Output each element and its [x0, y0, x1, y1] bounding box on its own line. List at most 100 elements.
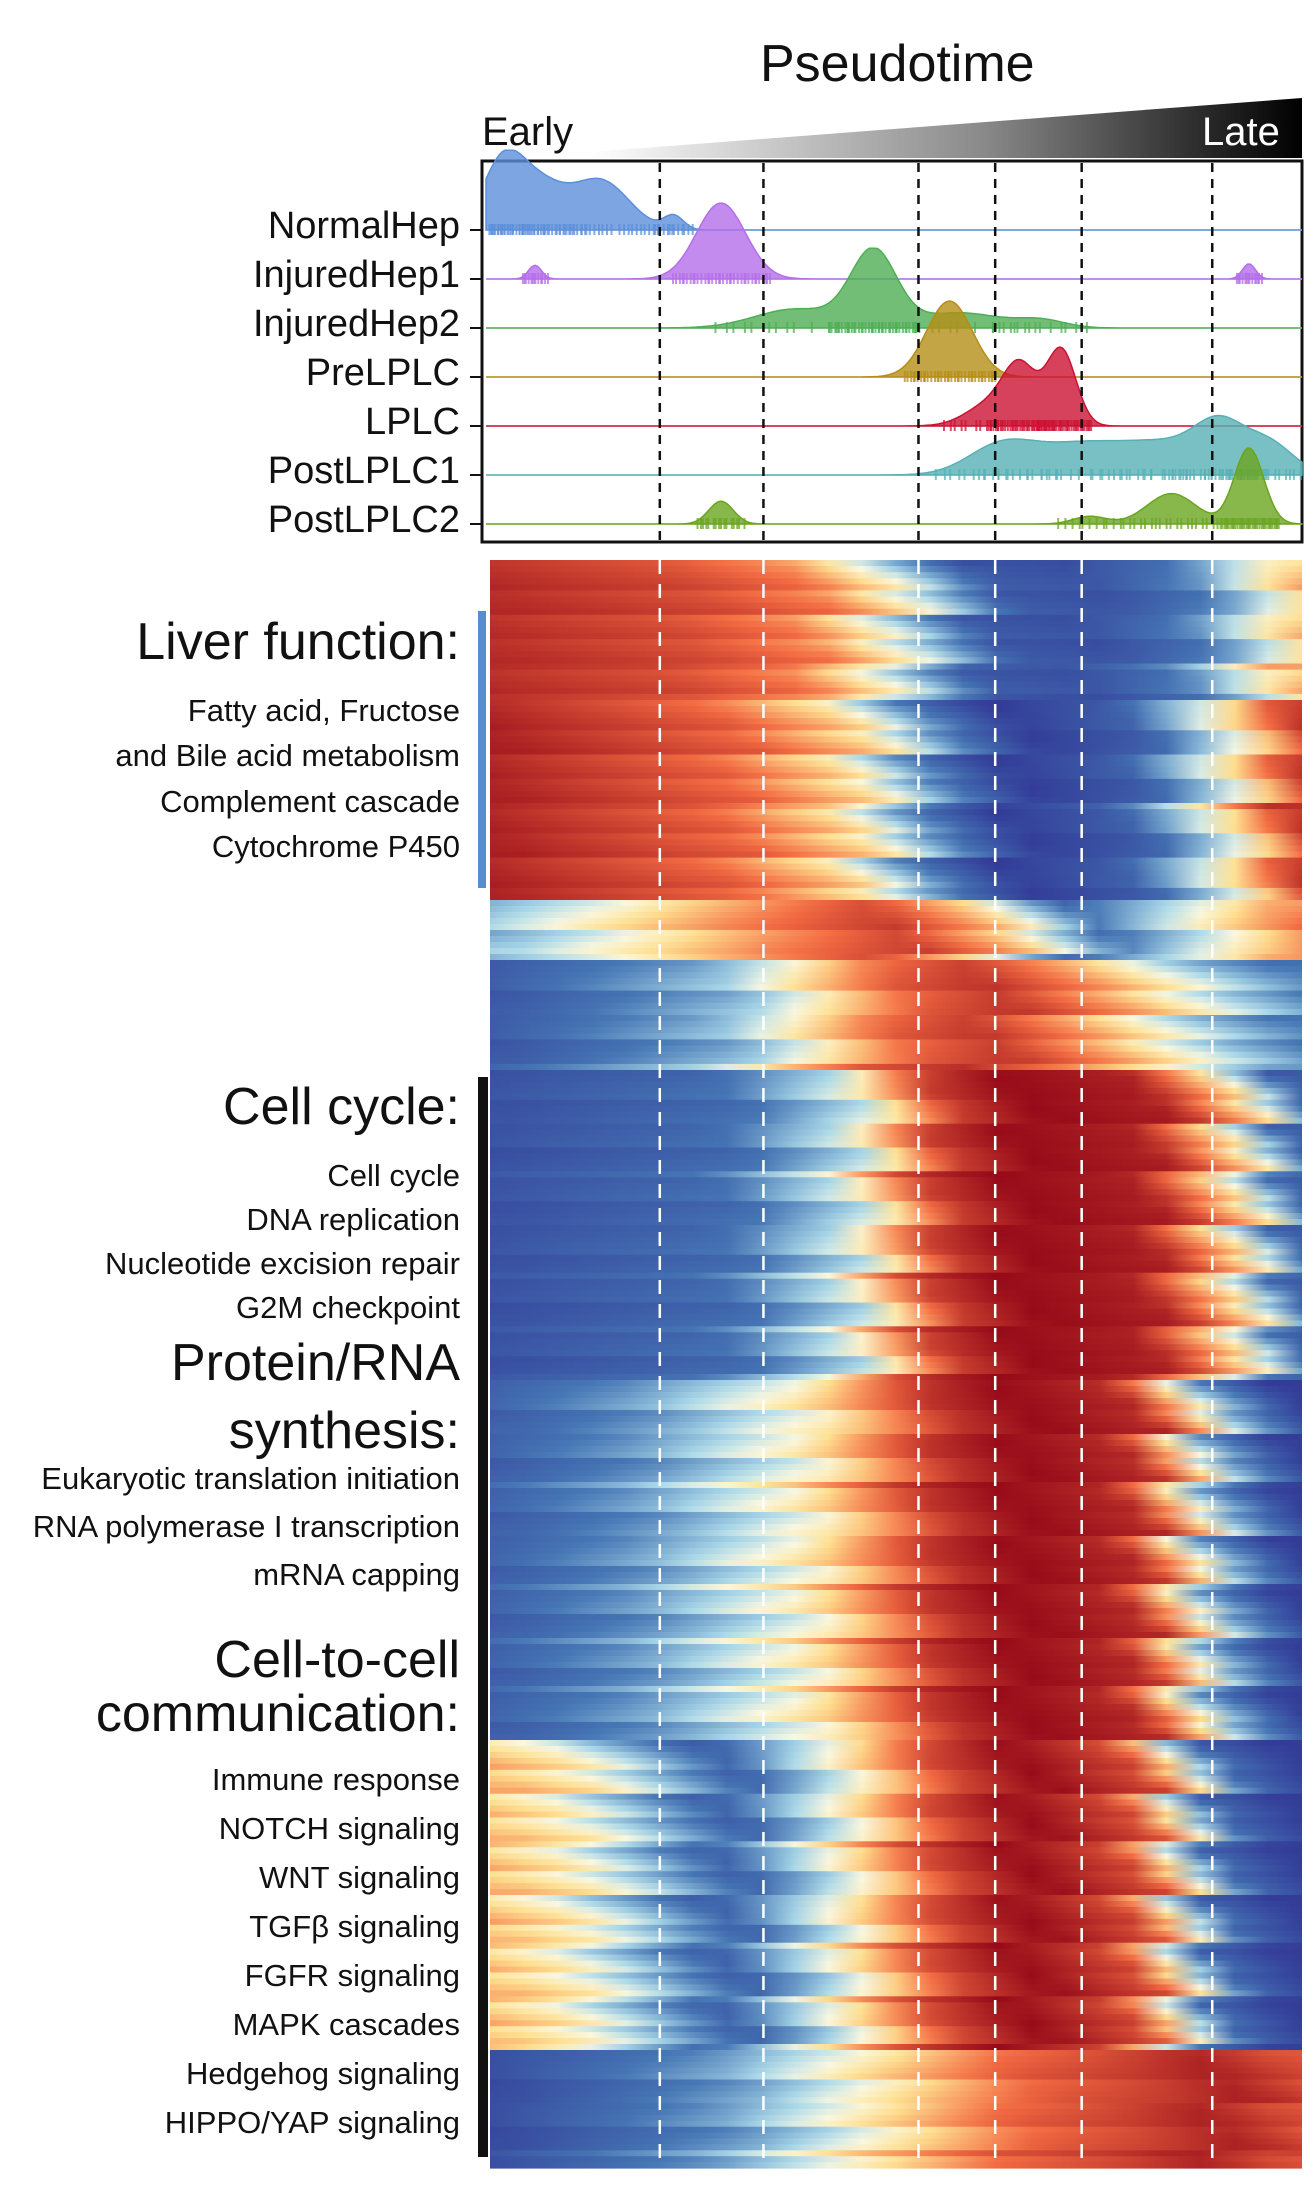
rug-tick — [987, 420, 990, 431]
heatmap-row — [490, 1051, 1302, 1059]
rug-tick — [1051, 420, 1054, 431]
rug-tick — [934, 469, 937, 480]
heatmap-row — [490, 1410, 1302, 1417]
rug-tick — [725, 273, 728, 284]
heatmap-row — [490, 821, 1302, 828]
heatmap-row — [490, 1554, 1302, 1561]
rug-tick — [1227, 469, 1230, 480]
rug-tick — [986, 420, 988, 431]
heatmap-row — [490, 1734, 1302, 1741]
heatmap-row — [490, 614, 1302, 622]
rug-tick — [692, 273, 695, 284]
heatmap-row — [490, 1482, 1302, 1489]
heatmap-row — [490, 797, 1302, 804]
rug-tick — [562, 224, 565, 235]
rug-tick — [1011, 469, 1014, 480]
heatmap-row — [490, 1284, 1302, 1292]
heatmap-row — [490, 1990, 1302, 1997]
protein-item-2: RNA polymerase I transcription — [32, 1509, 460, 1544]
rug-tick — [1119, 469, 1122, 480]
rug-tick — [1144, 518, 1146, 529]
rug-tick — [1125, 469, 1128, 480]
heatmap-row — [490, 742, 1302, 750]
rug-tick — [526, 224, 529, 235]
rug-tick — [1002, 420, 1005, 431]
heatmap-row — [490, 1254, 1302, 1262]
heatmap-row — [490, 1871, 1302, 1878]
rug-tick — [573, 224, 576, 235]
heatmap-row — [490, 1290, 1302, 1298]
heatmap-row — [490, 1805, 1302, 1813]
rug-tick — [683, 224, 686, 235]
rug-tick — [1231, 469, 1234, 480]
track-label-injuredhep1: InjuredHep1 — [252, 254, 460, 296]
protein-item-3: mRNA capping — [253, 1557, 460, 1592]
heatmap-row — [490, 1984, 1302, 1991]
rug-tick — [1219, 518, 1222, 529]
rug-tick — [496, 224, 499, 235]
heatmap-row — [490, 1942, 1302, 1950]
rug-tick — [1037, 420, 1039, 431]
rug-tick — [1129, 518, 1132, 529]
heatmap-row — [490, 1512, 1302, 1519]
rug-tick — [547, 273, 549, 284]
heatmap-row — [490, 1171, 1302, 1178]
heatmap-row — [490, 1183, 1302, 1190]
heatmap-row — [490, 1045, 1302, 1053]
rug-tick — [652, 224, 655, 235]
rug-tick — [1015, 420, 1018, 431]
heatmap-row — [490, 2162, 1302, 2169]
heatmap-row — [490, 736, 1302, 744]
rug-tick — [1009, 322, 1012, 333]
heatmap-row — [490, 1099, 1302, 1107]
heatmap-row — [490, 590, 1302, 598]
comm-item-1: Immune response — [211, 1762, 460, 1797]
rug-tick — [850, 322, 853, 333]
heatmap-row — [490, 948, 1302, 955]
rug-tick — [946, 371, 949, 382]
heatmap-row — [490, 1560, 1302, 1567]
heatmap-row — [490, 1614, 1302, 1621]
rug-tick — [1078, 518, 1081, 529]
rug-tick — [1031, 469, 1034, 480]
rug-tick — [588, 224, 591, 235]
rug-tick — [1074, 420, 1077, 431]
rug-tick — [631, 224, 634, 235]
heatmap-row — [490, 1524, 1302, 1531]
rug-tick — [736, 518, 739, 529]
density-track-lplc — [470, 346, 1302, 431]
rug-tick — [707, 273, 710, 284]
rug-tick — [930, 371, 933, 382]
rug-tick — [537, 273, 540, 284]
rug-tick — [949, 469, 952, 480]
rug-tick — [1107, 469, 1110, 480]
heatmap-row — [490, 608, 1302, 616]
rug-tick — [774, 322, 777, 333]
rug-tick — [685, 273, 688, 284]
heatmap-row — [490, 1076, 1302, 1083]
rug-tick — [725, 322, 728, 333]
heatmap-row — [490, 1859, 1302, 1866]
rug-tick — [830, 322, 833, 333]
heatmap-row — [490, 839, 1302, 847]
rug-tick — [1165, 518, 1168, 529]
heatmap-row — [490, 1434, 1302, 1441]
rug-tick — [1180, 518, 1183, 529]
rug-tick — [656, 224, 659, 235]
rug-tick — [521, 224, 524, 235]
rug-tick — [977, 469, 980, 480]
heatmap-row — [490, 1242, 1302, 1250]
heatmap-row — [490, 1936, 1302, 1944]
heatmap-row — [490, 1027, 1302, 1034]
heatmap-row — [490, 1201, 1302, 1208]
rug-tick — [870, 322, 873, 333]
heatmap-row — [490, 1398, 1302, 1405]
rug-tick — [792, 322, 795, 333]
heatmap-row — [490, 1572, 1302, 1579]
rug-tick — [964, 420, 967, 431]
rug-tick — [1245, 273, 1248, 284]
rug-tick — [1009, 420, 1012, 431]
heatmap-row — [490, 1787, 1302, 1795]
rug-tick — [1022, 420, 1025, 431]
rug-tick — [1205, 518, 1208, 529]
